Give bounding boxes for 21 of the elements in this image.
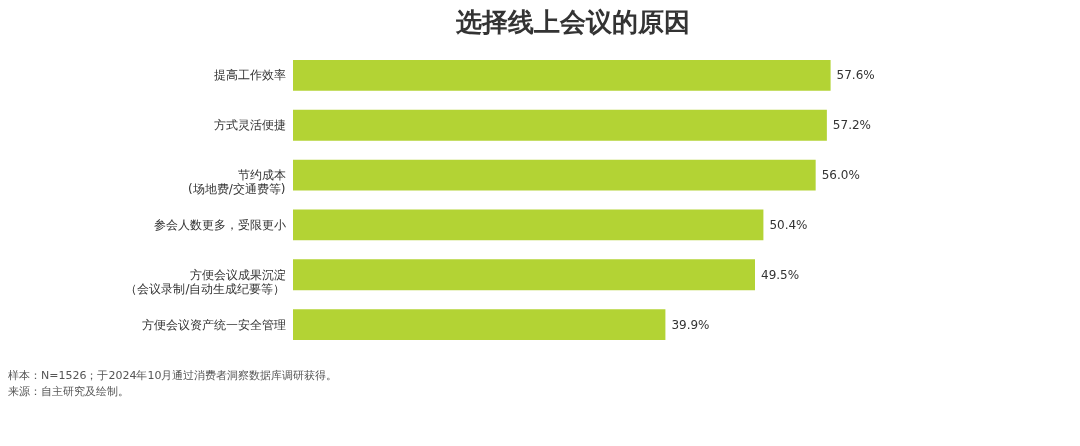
bar — [293, 259, 755, 291]
y-tick-label: 参会人数更多，受限更小 — [153, 217, 286, 232]
data-label: 57.6% — [836, 68, 875, 83]
y-tick-label: 提高工作效率 — [213, 68, 286, 83]
source-note: 来源：自主研究及绘制。 — [8, 385, 129, 398]
bar — [293, 109, 827, 141]
bar — [293, 209, 764, 241]
y-tick-label: 方便会议成果沉淀（会议录制/自动生成纪要等） — [125, 267, 286, 296]
bar — [293, 309, 666, 341]
bar — [293, 59, 831, 91]
y-tick-label: 节约成本(场地费/交通费等) — [188, 168, 286, 197]
data-label: 39.9% — [671, 317, 710, 332]
y-tick-label: 方式灵活便捷 — [213, 118, 286, 133]
y-tick-label: 方便会议资产统一安全管理 — [141, 317, 286, 332]
data-label: 49.5% — [761, 267, 800, 282]
chart-title: 选择线上会议的原因 — [455, 7, 690, 37]
bar — [293, 159, 816, 191]
data-label: 50.4% — [769, 217, 808, 232]
data-label: 56.0% — [821, 168, 860, 183]
data-label: 57.2% — [832, 118, 871, 133]
text: 样本：N=1526；于2024年10月通过消费者洞察数据库调研获得。 — [8, 369, 338, 382]
